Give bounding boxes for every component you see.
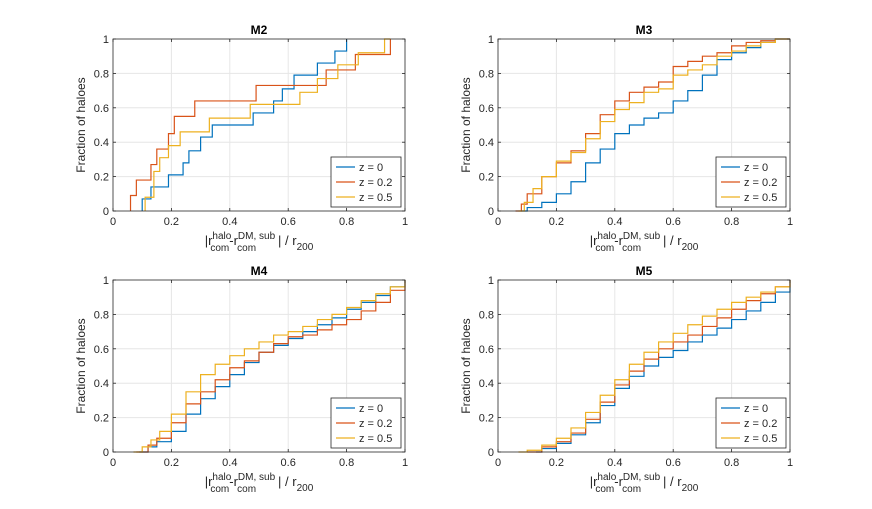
y-tick-label: 0.2 <box>94 413 109 425</box>
x-tick-label: 0.2 <box>549 457 564 469</box>
legend-label: z = 0 <box>744 403 768 415</box>
y-tick-label: 0.8 <box>94 68 109 80</box>
legend: z = 0 z = 0.2 z = 0.5 <box>330 156 402 208</box>
y-tick-label: 0 <box>103 447 109 459</box>
x-tick-label: 0.6 <box>281 216 296 228</box>
legend-label: z = 0 <box>359 162 383 174</box>
axes-box <box>497 38 791 212</box>
legend-label: z = 0.2 <box>744 177 777 189</box>
y-tick-label: 0.2 <box>479 172 494 184</box>
x-axis-label: |rhalo com-rDM, sub com| / r200 <box>205 231 314 254</box>
y-axis-label: Fraction of haloes <box>459 77 473 172</box>
panel-m2: 0 0.2 0.4 0.6 0.8 1 0 0.2 0.4 0.6 0.8 1 M2 Fraction o… <box>74 23 408 254</box>
legend: z = 0 z = 0.2 z = 0.5 <box>715 156 787 208</box>
series-line-z-0-5 <box>518 38 790 212</box>
y-tick-label: 0.8 <box>479 309 494 321</box>
panel-m4: 0 0.2 0.4 0.6 0.8 1 0 0.2 0.4 0.6 0.8 1 M4 Fraction o… <box>74 264 408 495</box>
x-tick-label: 0 <box>495 457 501 469</box>
x-tick-label: 0.8 <box>724 457 739 469</box>
y-tick-label: 0.2 <box>479 413 494 425</box>
series-line-z-0 <box>141 39 348 211</box>
series-line-z-0 <box>521 38 790 212</box>
x-tick-label: 0.2 <box>164 216 179 228</box>
legend-box <box>330 156 402 208</box>
x-tick-label: 1 <box>787 216 793 228</box>
legend-label: z = 0.2 <box>359 177 392 189</box>
chart-title: M5 <box>636 264 653 278</box>
y-tick-label: 0 <box>103 206 109 218</box>
x-axis-label: |rhalo com-rDM, sub com| / r200 <box>590 231 699 254</box>
series-line-z-0-2 <box>129 39 391 211</box>
legend: z = 0 z = 0.2 z = 0.5 <box>715 397 787 449</box>
axes-box <box>112 279 406 453</box>
x-tick-label: 0.6 <box>666 216 681 228</box>
series-line-z-0-2 <box>136 280 406 453</box>
legend-label: z = 0.5 <box>744 192 777 204</box>
panel-m5: 0 0.2 0.4 0.6 0.8 1 0 0.2 0.4 0.6 0.8 1 M5 Fraction o… <box>459 264 793 495</box>
x-tick-label: 0.4 <box>607 216 622 228</box>
y-tick-label: 0.4 <box>94 137 109 149</box>
y-tick-label: 0.6 <box>479 103 494 115</box>
legend-label: z = 0.2 <box>359 418 392 430</box>
x-tick-label: 0.8 <box>339 216 354 228</box>
y-tick-label: 0.8 <box>94 309 109 321</box>
y-axis-label: Fraction of haloes <box>74 318 88 413</box>
y-tick-label: 0.2 <box>94 172 109 184</box>
y-tick-label: 1 <box>103 34 109 46</box>
x-tick-label: 0.6 <box>281 457 296 469</box>
chart-title: M4 <box>251 264 268 278</box>
x-tick-label: 1 <box>402 457 408 469</box>
x-tick-label: 0 <box>110 216 116 228</box>
chart-title: M2 <box>251 23 268 37</box>
x-tick-label: 0.8 <box>339 457 354 469</box>
axes-box <box>112 38 406 212</box>
series-line-z-0-5 <box>518 280 791 453</box>
y-tick-label: 0.6 <box>94 103 109 115</box>
axes-box <box>497 279 791 453</box>
y-tick-label: 1 <box>103 275 109 287</box>
y-axis-label: Fraction of haloes <box>74 77 88 172</box>
x-tick-label: 0 <box>110 457 116 469</box>
y-tick-label: 0 <box>488 206 494 218</box>
y-tick-label: 0.8 <box>479 68 494 80</box>
x-tick-label: 0.2 <box>164 457 179 469</box>
x-tick-label: 0.4 <box>607 457 622 469</box>
x-tick-label: 0.4 <box>222 216 237 228</box>
legend-label: z = 0.5 <box>359 192 392 204</box>
x-tick-label: 0 <box>495 216 501 228</box>
y-tick-label: 0.6 <box>94 344 109 356</box>
chart-title: M3 <box>636 23 653 37</box>
legend-label: z = 0 <box>359 403 383 415</box>
x-tick-label: 1 <box>402 216 408 228</box>
y-tick-label: 0.4 <box>479 378 494 390</box>
y-tick-label: 0.6 <box>479 344 494 356</box>
series-line-z-0-5 <box>133 280 406 453</box>
x-tick-label: 0.2 <box>549 216 564 228</box>
y-tick-label: 1 <box>488 34 494 46</box>
y-axis-label: Fraction of haloes <box>459 318 473 413</box>
legend: z = 0 z = 0.2 z = 0.5 <box>330 397 402 449</box>
y-tick-label: 0 <box>488 447 494 459</box>
x-tick-label: 0.6 <box>666 457 681 469</box>
x-axis-label: |rhalo com-rDM, sub com| / r200 <box>590 472 699 495</box>
series-line-z-0-5 <box>144 38 391 211</box>
panel-m3: 0 0.2 0.4 0.6 0.8 1 0 0.2 0.4 0.6 0.8 1 M3 Fraction o… <box>459 23 793 254</box>
y-tick-label: 0.4 <box>479 137 494 149</box>
legend-label: z = 0 <box>744 162 768 174</box>
x-tick-label: 1 <box>787 457 793 469</box>
x-tick-label: 0.8 <box>724 216 739 228</box>
x-axis-label: |rhalo com-rDM, sub com| / r200 <box>205 472 314 495</box>
y-tick-label: 0.4 <box>94 378 109 390</box>
x-tick-label: 0.4 <box>222 457 237 469</box>
legend-label: z = 0.5 <box>359 433 392 445</box>
legend-label: z = 0.5 <box>744 433 777 445</box>
y-tick-label: 1 <box>488 275 494 287</box>
legend-label: z = 0.2 <box>744 418 777 430</box>
